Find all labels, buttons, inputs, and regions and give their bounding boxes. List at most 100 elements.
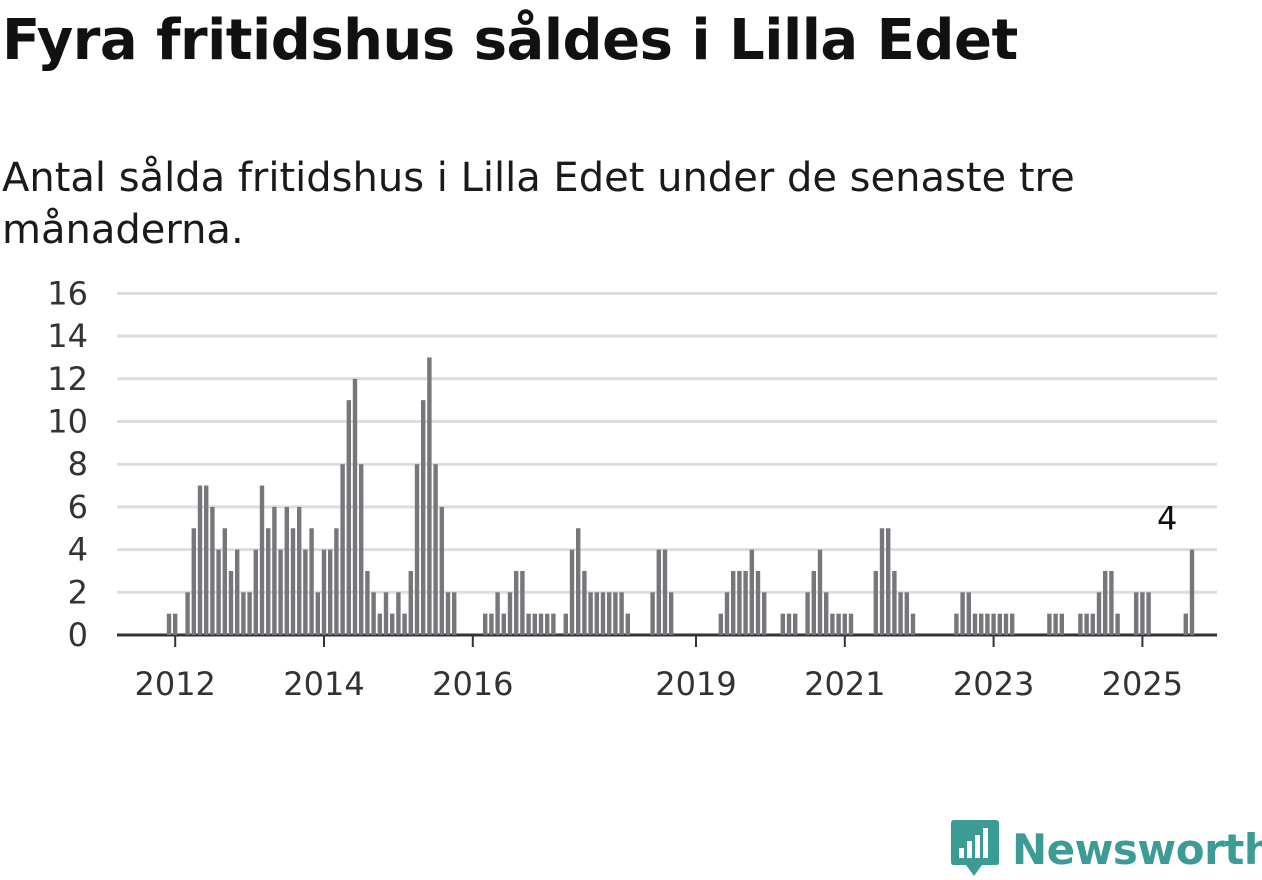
bar [904,592,909,635]
bar [166,613,172,635]
bar [650,592,655,635]
bar [216,549,221,635]
bar [780,613,785,635]
x-tick-label: 2014 [283,665,364,703]
bar [290,528,296,635]
bar [439,506,444,635]
bar [997,613,1002,635]
bar [383,592,389,635]
bar [1140,592,1145,635]
bar [377,613,382,635]
newsworthy-chart-logo-icon [951,820,999,876]
bar [204,485,209,635]
bar [954,613,959,635]
bar [421,400,426,635]
bar [793,613,798,635]
bar [303,549,308,635]
bar [173,613,178,635]
bar [315,592,320,635]
bar [1053,613,1058,635]
bar [402,613,407,635]
y-tick-label: 16 [47,274,88,312]
bar [365,570,370,635]
bar [613,592,618,635]
bar [507,592,513,635]
newsworthy-brand: Newsworthy [950,818,1262,880]
bar [1115,613,1120,635]
bar [1003,613,1009,635]
bars [166,357,1195,635]
x-tick-label: 2021 [804,665,885,703]
bar [972,613,978,635]
bar [979,613,984,635]
bar [1134,592,1139,635]
bar [879,528,885,635]
bar [514,570,519,635]
bar [309,528,314,635]
bar [266,528,271,635]
bar [501,613,506,635]
bar [1090,613,1095,635]
bar [985,613,990,635]
brand-name: Newsworthy [1012,824,1262,874]
bar [433,464,438,635]
bar [284,506,289,635]
bar [538,613,544,635]
y-tick-label: 6 [68,488,88,526]
bar [272,506,277,635]
bar [656,549,661,635]
y-tick-label: 12 [47,360,88,398]
bar [414,464,420,635]
bar [824,592,829,635]
bar [483,613,488,635]
bar [1059,613,1064,635]
bar [805,592,810,635]
bar [582,570,587,635]
bar [445,592,451,635]
bar [836,613,841,635]
bar [1189,549,1195,635]
bar [662,549,668,635]
bar [427,357,432,635]
bar [241,592,246,635]
x-tick-label: 2019 [655,665,736,703]
bar [228,570,234,635]
bar [1047,613,1052,635]
bar [607,592,612,635]
bar [340,464,345,635]
y-tick-label: 14 [47,317,88,355]
bar [1109,570,1114,635]
bar [886,528,891,635]
data-labels: 4 [1157,500,1177,538]
bar [520,570,525,635]
bar [755,570,761,635]
bar [830,613,835,635]
bar [588,592,593,635]
bar [210,506,215,635]
bar [197,485,203,635]
bar [185,592,190,635]
bar [235,549,240,635]
bar [1010,613,1015,635]
bar [247,592,252,635]
bar [576,528,581,635]
bar [390,613,395,635]
x-tick-label: 2023 [953,665,1034,703]
bar [749,549,754,635]
bar [278,549,283,635]
bar [1084,613,1089,635]
bar [489,613,494,635]
x-tick-label: 2012 [134,665,215,703]
bar [743,570,748,635]
bar [1096,592,1102,635]
bar [619,592,624,635]
bar [495,592,500,635]
bar [526,613,531,635]
bar [328,549,333,635]
y-tick-label: 8 [68,445,88,483]
y-tick-label: 2 [68,573,88,611]
bar [551,613,556,635]
bar [786,613,792,635]
bar [532,613,537,635]
